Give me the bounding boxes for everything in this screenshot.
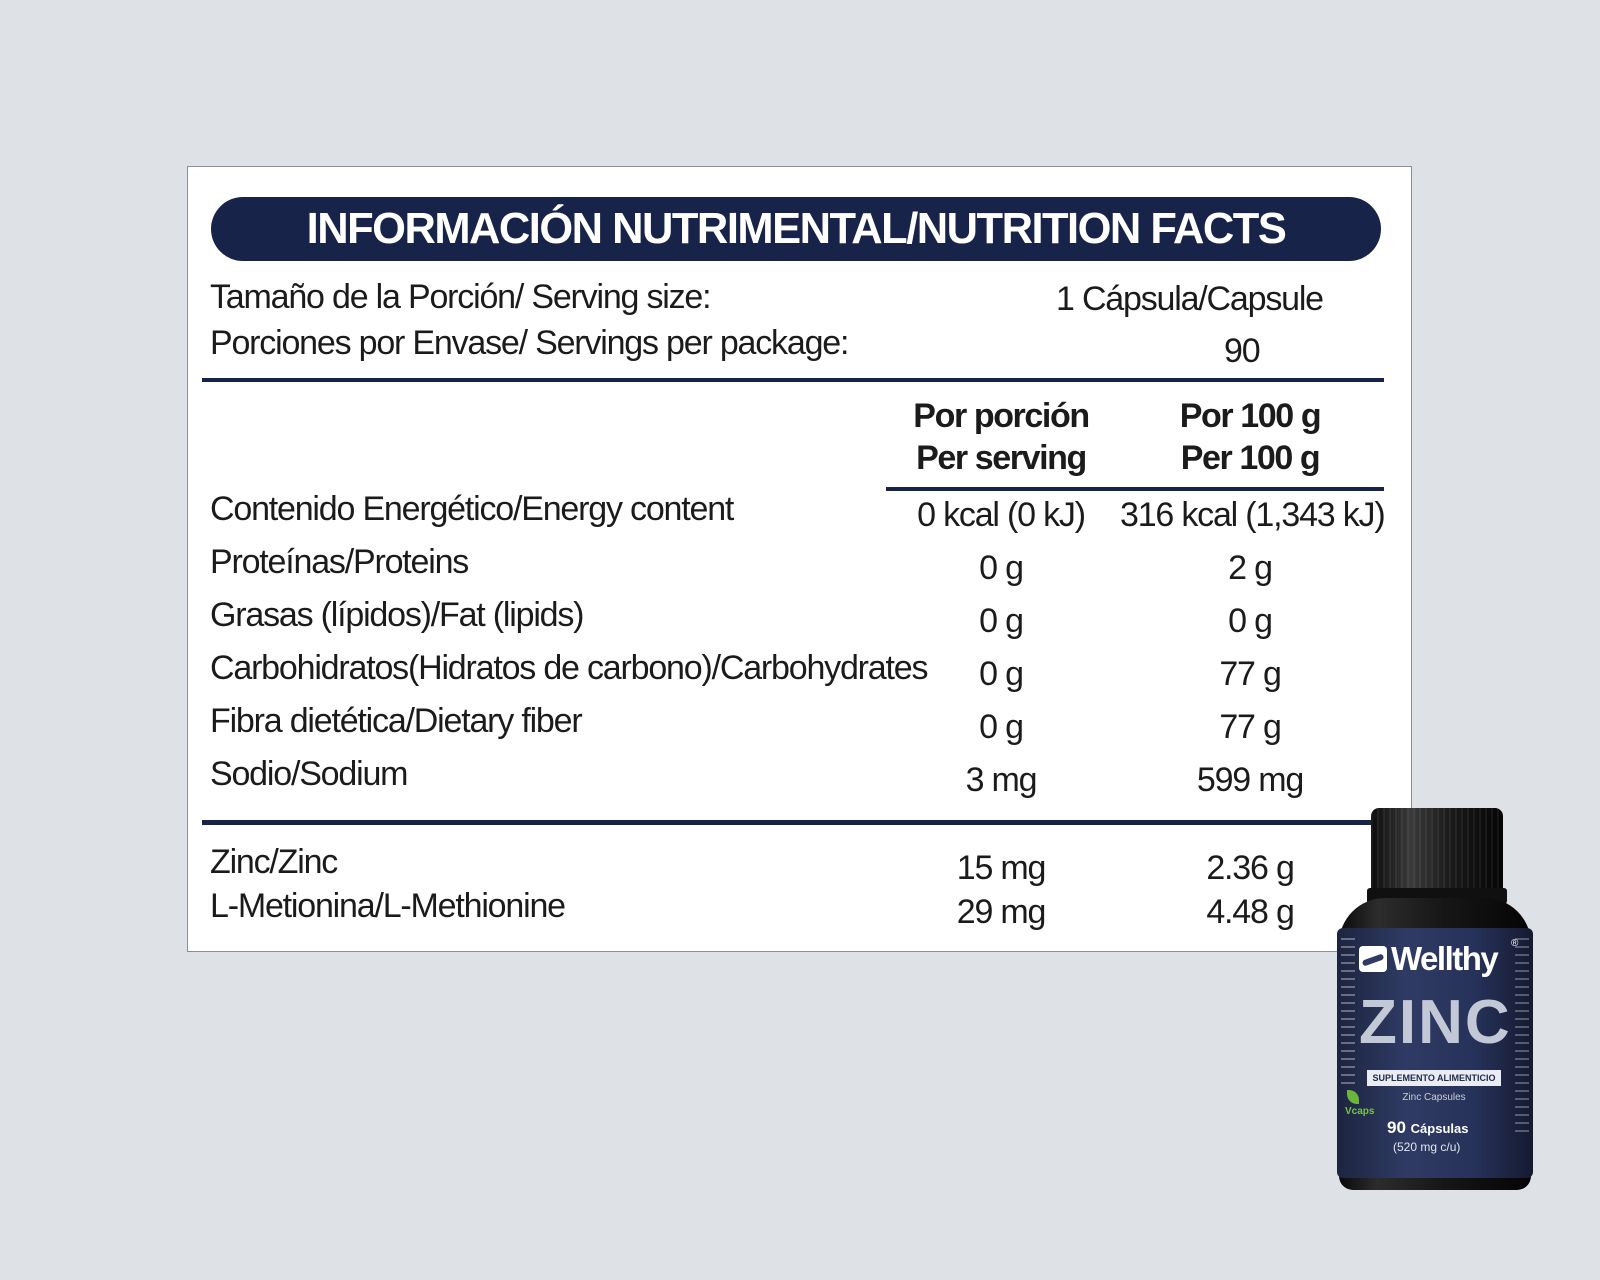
nutrition-facts-panel: INFORMACIÓN NUTRIMENTAL/NUTRITION FACTS … (187, 166, 1412, 952)
row-per-100g: 0 g (1228, 602, 1273, 640)
col-per-100g-en: Per 100 g (1180, 439, 1321, 477)
leaf-icon (1347, 1090, 1359, 1104)
row-per-100g: 77 g (1219, 708, 1282, 746)
row-label: Grasas (lípidos)/Fat (lipids) (210, 596, 585, 634)
row-per-100g: 4.48 g (1206, 893, 1295, 931)
brand-logo-icon (1359, 946, 1387, 972)
row-label: Sodio/Sodium (210, 755, 408, 793)
section-divider (202, 820, 1384, 825)
col-per-serving-es: Por porción (913, 397, 1090, 435)
label-fine-print (1515, 938, 1529, 1138)
row-per-serving: 0 g (979, 549, 1024, 587)
column-header-underline (886, 487, 1384, 491)
row-per-100g: 2.36 g (1206, 849, 1295, 887)
product-bottle: Wellthy ® ZINC SUPLEMENTO ALIMENTICIO Zi… (1337, 808, 1533, 1190)
row-per-100g: 2 g (1228, 549, 1273, 587)
count-number: 90 (1387, 1118, 1406, 1137)
capsule-count: 90 Cápsulas (1387, 1118, 1468, 1138)
header-divider (202, 378, 1384, 382)
row-per-100g: 77 g (1219, 655, 1282, 693)
servings-value: 90 (1224, 332, 1261, 370)
row-label: Contenido Energético/Energy content (210, 490, 734, 528)
count-unit: Cápsulas (1410, 1121, 1469, 1136)
row-per-100g: 316 kcal (1,343 kJ) (1120, 496, 1386, 534)
row-per-serving: 0 g (979, 602, 1024, 640)
product-label: Wellthy ® ZINC SUPLEMENTO ALIMENTICIO Zi… (1337, 928, 1533, 1178)
label-fine-print (1341, 938, 1355, 1088)
col-per-serving-en: Per serving (916, 439, 1087, 477)
row-label: L-Metionina/L-Methionine (210, 887, 566, 925)
row-per-serving: 0 g (979, 708, 1024, 746)
product-name: ZINC (1359, 988, 1512, 1057)
row-label: Zinc/Zinc (210, 843, 338, 881)
row-label: Carbohidratos(Hidratos de carbono)/Carbo… (210, 649, 928, 687)
capsule-dose: (520 mg c/u) (1393, 1140, 1461, 1154)
vcaps-logo: Vcaps (1345, 1106, 1375, 1117)
row-per-serving: 0 g (979, 655, 1024, 693)
row-per-serving: 29 mg (956, 893, 1047, 931)
serving-size-label: Tamaño de la Porción/ Serving size: (210, 278, 712, 316)
row-per-serving: 0 kcal (0 kJ) (917, 496, 1086, 534)
nutrition-title: INFORMACIÓN NUTRIMENTAL/NUTRITION FACTS (211, 197, 1381, 261)
row-per-serving: 3 mg (965, 761, 1038, 799)
row-label: Proteínas/Proteins (210, 543, 469, 581)
bottle-cap (1371, 808, 1503, 892)
product-english-name: Zinc Capsules (1402, 1092, 1466, 1103)
row-per-100g: 599 mg (1196, 761, 1304, 799)
row-label: Fibra dietética/Dietary fiber (210, 702, 583, 740)
product-subtitle: SUPLEMENTO ALIMENTICIO (1367, 1070, 1501, 1086)
row-per-serving: 15 mg (956, 849, 1047, 887)
registered-mark: ® (1511, 938, 1519, 949)
servings-label: Porciones por Envase/ Servings per packa… (210, 324, 849, 362)
serving-size-value: 1 Cápsula/Capsule (1056, 280, 1324, 318)
brand-name: Wellthy (1391, 940, 1499, 977)
col-per-100g-es: Por 100 g (1179, 397, 1322, 435)
